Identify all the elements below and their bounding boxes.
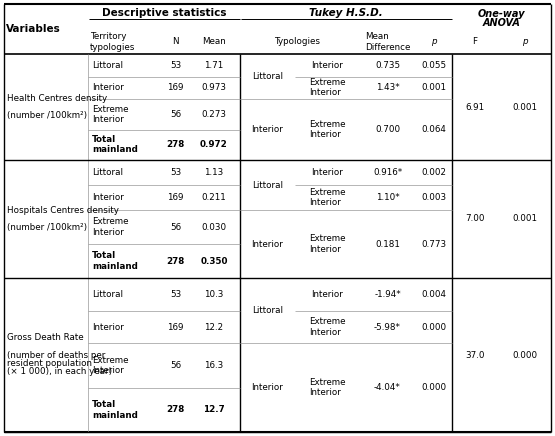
Text: 0.700: 0.700 <box>375 125 400 134</box>
Text: Littoral: Littoral <box>92 168 123 177</box>
Text: 12.2: 12.2 <box>204 323 224 332</box>
Text: 0.211: 0.211 <box>201 193 226 202</box>
Text: 1.10*: 1.10* <box>376 193 400 202</box>
Text: 53: 53 <box>170 290 181 299</box>
Text: 0.030: 0.030 <box>201 223 226 232</box>
Text: 0.004: 0.004 <box>421 290 446 299</box>
Text: Extreme
Interior: Extreme Interior <box>309 378 346 398</box>
Text: 0.273: 0.273 <box>201 110 226 119</box>
Text: Interior: Interior <box>311 290 344 299</box>
Text: Littoral: Littoral <box>252 306 283 315</box>
Text: Interior: Interior <box>251 125 284 134</box>
Text: p: p <box>522 37 527 47</box>
Text: Littoral: Littoral <box>252 72 283 81</box>
Text: -4.04*: -4.04* <box>374 383 401 392</box>
Text: 0.916*: 0.916* <box>373 168 402 177</box>
Text: Health Centres density: Health Centres density <box>7 94 107 103</box>
Text: 56: 56 <box>170 361 181 370</box>
Text: (number /100km²): (number /100km²) <box>7 111 87 120</box>
Text: 0.055: 0.055 <box>421 61 446 70</box>
Text: (number /100km²): (number /100km²) <box>7 223 87 232</box>
Text: 53: 53 <box>170 168 181 177</box>
Text: 0.001: 0.001 <box>512 102 537 112</box>
Text: Total
mainland: Total mainland <box>92 135 138 154</box>
Text: -1.94*: -1.94* <box>374 290 401 299</box>
Text: Territory
typologies: Territory typologies <box>90 32 135 52</box>
Text: Extreme
Interior: Extreme Interior <box>309 317 346 337</box>
Text: Total
mainland: Total mainland <box>92 400 138 419</box>
Text: 0.000: 0.000 <box>421 323 446 332</box>
Text: 1.13: 1.13 <box>204 168 224 177</box>
Text: p: p <box>431 37 436 47</box>
Text: 0.973: 0.973 <box>201 83 226 92</box>
Text: Extreme
Interior: Extreme Interior <box>309 235 346 254</box>
Text: Interior: Interior <box>251 239 284 249</box>
Text: 0.000: 0.000 <box>421 383 446 392</box>
Text: Interior: Interior <box>251 383 284 392</box>
Text: 53: 53 <box>170 61 181 70</box>
Text: 1.71: 1.71 <box>204 61 224 70</box>
Text: Extreme
Interior: Extreme Interior <box>309 120 346 139</box>
Text: Total
mainland: Total mainland <box>92 251 138 271</box>
Text: 0.773: 0.773 <box>421 239 446 249</box>
Text: -5.98*: -5.98* <box>374 323 401 332</box>
Text: 6.91: 6.91 <box>466 102 485 112</box>
Text: 12.7: 12.7 <box>203 405 225 414</box>
Text: Extreme
Interior: Extreme Interior <box>92 356 129 375</box>
Text: 169: 169 <box>167 323 184 332</box>
Text: 0.000: 0.000 <box>512 351 537 360</box>
Text: Extreme
Interior: Extreme Interior <box>309 188 346 207</box>
Text: Littoral: Littoral <box>92 290 123 299</box>
Text: 0.001: 0.001 <box>512 215 537 224</box>
Text: Gross Death Rate: Gross Death Rate <box>7 334 84 343</box>
Text: Extreme
Interior: Extreme Interior <box>92 105 129 124</box>
Text: 10.3: 10.3 <box>204 290 224 299</box>
Text: Extreme
Interior: Extreme Interior <box>92 218 129 237</box>
Text: 278: 278 <box>166 140 185 149</box>
Text: Mean
Difference: Mean Difference <box>365 32 410 52</box>
Text: Tukey H.S.D.: Tukey H.S.D. <box>309 8 383 18</box>
Text: Mean: Mean <box>202 37 226 47</box>
Text: Interior: Interior <box>92 323 124 332</box>
Text: One-way: One-way <box>478 9 526 19</box>
Text: 16.3: 16.3 <box>204 361 224 370</box>
Text: 169: 169 <box>167 83 184 92</box>
Text: 169: 169 <box>167 193 184 202</box>
Text: 0.181: 0.181 <box>375 239 400 249</box>
Text: N: N <box>172 37 179 47</box>
Text: Interior: Interior <box>92 193 124 202</box>
Text: Interior: Interior <box>92 83 124 92</box>
Text: 56: 56 <box>170 223 181 232</box>
Text: 0.064: 0.064 <box>421 125 446 134</box>
Text: F: F <box>472 37 477 47</box>
Text: Littoral: Littoral <box>92 61 123 70</box>
Text: ANOVA: ANOVA <box>482 18 521 28</box>
Text: Interior: Interior <box>311 168 344 177</box>
Text: 0.002: 0.002 <box>421 168 446 177</box>
Text: 37.0: 37.0 <box>465 351 485 360</box>
Text: (× 1 000), in each year): (× 1 000), in each year) <box>7 368 112 377</box>
Text: 7.00: 7.00 <box>465 215 485 224</box>
Text: Descriptive statistics: Descriptive statistics <box>102 8 226 18</box>
Text: 278: 278 <box>166 256 185 266</box>
Text: Littoral: Littoral <box>252 181 283 190</box>
Text: 0.001: 0.001 <box>421 83 446 92</box>
Text: 0.972: 0.972 <box>200 140 228 149</box>
Text: 0.735: 0.735 <box>375 61 400 70</box>
Text: 1.43*: 1.43* <box>376 83 400 92</box>
Text: Typologies: Typologies <box>275 37 320 47</box>
Text: 0.350: 0.350 <box>200 256 228 266</box>
Text: resident population: resident population <box>7 359 92 368</box>
Text: Variables: Variables <box>6 24 60 34</box>
Text: 0.003: 0.003 <box>421 193 446 202</box>
Text: Extreme
Interior: Extreme Interior <box>309 78 346 98</box>
Text: Interior: Interior <box>311 61 344 70</box>
Text: 56: 56 <box>170 110 181 119</box>
Text: (number of deaths per: (number of deaths per <box>7 351 105 360</box>
Text: Hospitals Centres density: Hospitals Centres density <box>7 206 119 215</box>
Text: 278: 278 <box>166 405 185 414</box>
